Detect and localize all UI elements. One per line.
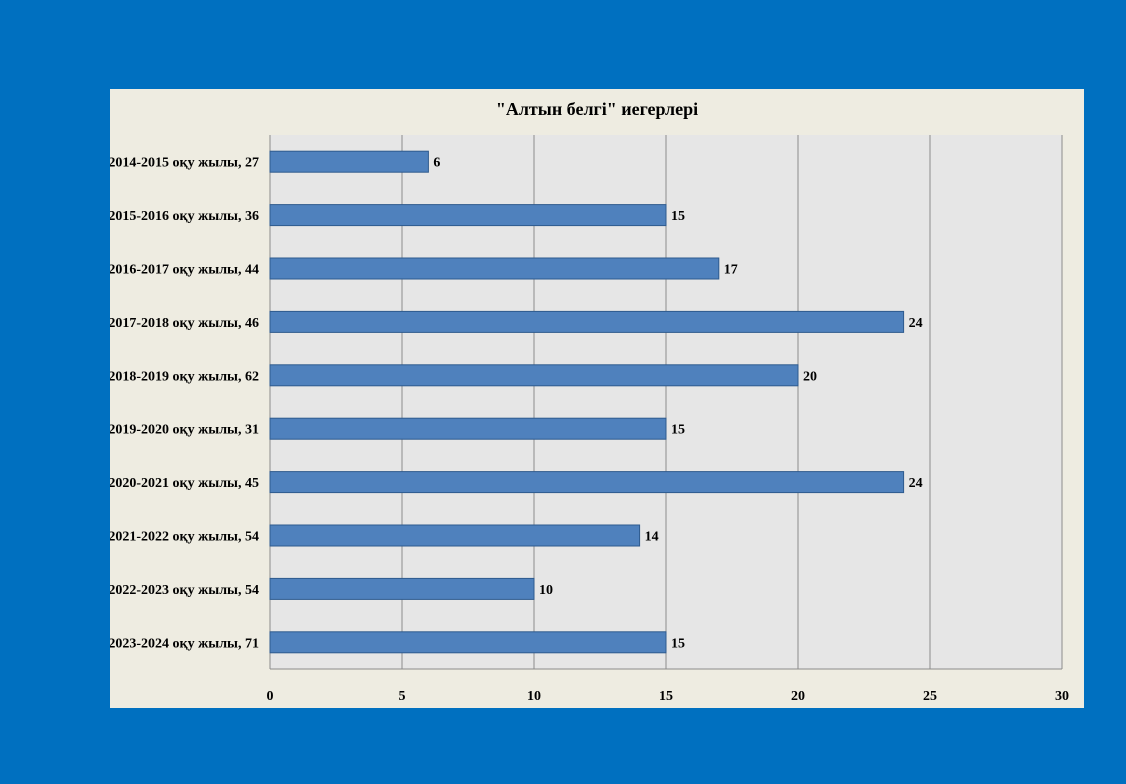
data-label: 6: [433, 156, 440, 171]
bar: [269, 150, 429, 173]
x-tick-label: 5: [399, 689, 406, 704]
category-label: 2023-2024 оқу жылы, 71: [110, 636, 259, 651]
x-tick-label: 30: [1055, 689, 1069, 704]
category-label: 2021-2022 оқу жылы, 54: [110, 530, 259, 545]
chart-title: "Алтын белгі" иегерлері: [496, 99, 698, 119]
category-label: 2018-2019 оқу жылы, 62: [110, 369, 259, 384]
bar: [269, 524, 641, 547]
category-label: 2015-2016 оқу жылы, 36: [110, 209, 259, 224]
x-tick-label: 15: [659, 689, 673, 704]
bar: [269, 417, 667, 440]
bar: [269, 257, 720, 280]
data-label: 15: [671, 423, 685, 438]
category-label: 2022-2023 оқу жылы, 54: [110, 583, 259, 598]
data-label: 17: [724, 263, 738, 278]
bar: [269, 577, 535, 600]
category-label: 2016-2017 оқу жылы, 44: [110, 263, 259, 278]
data-label: 20: [803, 369, 817, 384]
category-label: 2019-2020 оқу жылы, 31: [110, 423, 259, 438]
x-tick-label: 20: [791, 689, 805, 704]
data-label: 15: [671, 636, 685, 651]
x-tick-label: 0: [267, 689, 274, 704]
bars: [269, 150, 905, 654]
x-tick-label: 10: [527, 689, 541, 704]
bar: [269, 364, 799, 387]
bar: [269, 631, 667, 654]
data-label: 24: [909, 316, 923, 331]
bar: [269, 471, 905, 494]
category-label: 2014-2015 оқу жылы, 27: [110, 156, 259, 171]
bar: [269, 204, 667, 227]
x-tick-label: 25: [923, 689, 937, 704]
data-label: 14: [645, 530, 659, 545]
category-label: 2017-2018 оқу жылы, 46: [110, 316, 259, 331]
data-label: 24: [909, 476, 923, 491]
data-label: 15: [671, 209, 685, 224]
bar: [269, 310, 905, 333]
category-label: 2020-2021 оқу жылы, 45: [110, 476, 259, 491]
data-label: 10: [539, 583, 553, 598]
chart-panel: 0 5 10 15 20 25 30 6 2014-2015 оқу жылы, 27 15 201…: [110, 89, 1084, 708]
